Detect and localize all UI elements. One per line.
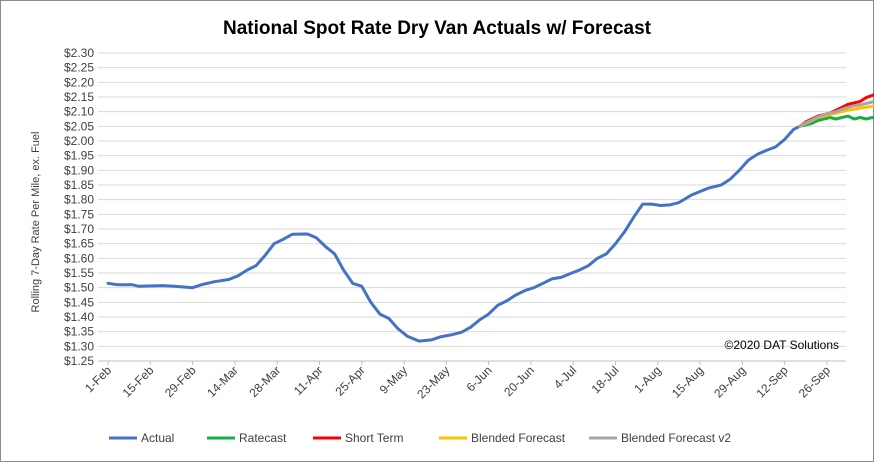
y-tick-labels: $1.25$1.30$1.35$1.40$1.45$1.50$1.55$1.60…	[64, 46, 94, 368]
y-tick-label: $2.00	[64, 134, 94, 148]
y-tick-label: $1.50	[64, 281, 94, 295]
x-tick-labels: 1-Feb 15-Feb 29-Feb 14-Mar 28-Mar 11-Apr 25-Ap…	[82, 361, 833, 401]
x-tick-label: 18-Jul	[589, 363, 622, 396]
y-tick-label: $1.25	[64, 354, 94, 368]
series-line-actual	[106, 124, 802, 343]
y-tick-label: $1.30	[64, 339, 94, 353]
y-tick-label: $2.20	[64, 75, 94, 89]
x-tick-label: 14-Mar	[204, 363, 241, 400]
y-tick-label: $2.15	[64, 90, 94, 104]
y-tick-label: $1.55	[64, 266, 94, 280]
x-tick-label: 28-Mar	[247, 363, 284, 400]
x-tick-label: 1-Aug	[631, 363, 664, 396]
y-tick-label: $1.45	[64, 295, 94, 309]
x-tick-label: 20-Jun	[501, 363, 537, 399]
x-tick-label: 15-Feb	[120, 363, 157, 400]
y-tick-label: $1.35	[64, 325, 94, 339]
y-tick-label: $2.25	[64, 61, 94, 75]
y-tick-label: $1.75	[64, 207, 94, 221]
series-line-blended-forecast-v2	[798, 100, 874, 128]
x-tick-label: 29-Feb	[162, 363, 199, 400]
legend-label: Actual	[141, 431, 174, 445]
y-axis-label: Rolling 7-Day Rate Per Mile, ex. Fuel	[30, 132, 42, 313]
gridlines	[98, 52, 846, 362]
x-tick-label: 12-Sep	[754, 363, 791, 400]
series-line-ratecast	[798, 114, 874, 128]
legend-label: Short Term	[345, 431, 403, 445]
copyright-annotation: ©2020 DAT Solutions	[725, 338, 839, 352]
chart-title: National Spot Rate Dry Van Actuals w/ Fo…	[223, 18, 652, 39]
legend: Actual Ratecast Short Term Blended Forecast…	[109, 431, 731, 445]
y-tick-label: $1.65	[64, 237, 94, 251]
y-tick-label: $2.30	[64, 46, 94, 60]
x-tick-label: 23-May	[414, 363, 452, 401]
legend-label: Ratecast	[239, 431, 287, 445]
x-tick-label: 4-Jul	[551, 363, 579, 391]
y-tick-label: $1.70	[64, 222, 94, 236]
y-tick-label: $2.05	[64, 119, 94, 133]
y-tick-label: $1.40	[64, 310, 94, 324]
legend-label: Blended Forecast v2	[621, 431, 731, 445]
x-tick-label: 29-Aug	[711, 363, 748, 400]
series-lines	[106, 92, 874, 343]
y-tick-label: $1.80	[64, 193, 94, 207]
legend-label: Blended Forecast	[471, 431, 566, 445]
x-tick-label: 11-Apr	[291, 363, 326, 398]
x-tick-label: 25-Apr	[332, 363, 367, 398]
y-tick-label: $1.90	[64, 163, 94, 177]
x-tick-label: 26-Sep	[796, 363, 833, 400]
y-tick-label: $1.95	[64, 149, 94, 163]
y-tick-label: $1.85	[64, 178, 94, 192]
x-tick-label: 15-Aug	[669, 363, 706, 400]
y-tick-label: $2.10	[64, 105, 94, 119]
x-tick-label: 6-Jun	[464, 363, 495, 394]
x-tick-label: 9-May	[377, 363, 410, 396]
y-tick-label: $1.60	[64, 251, 94, 265]
